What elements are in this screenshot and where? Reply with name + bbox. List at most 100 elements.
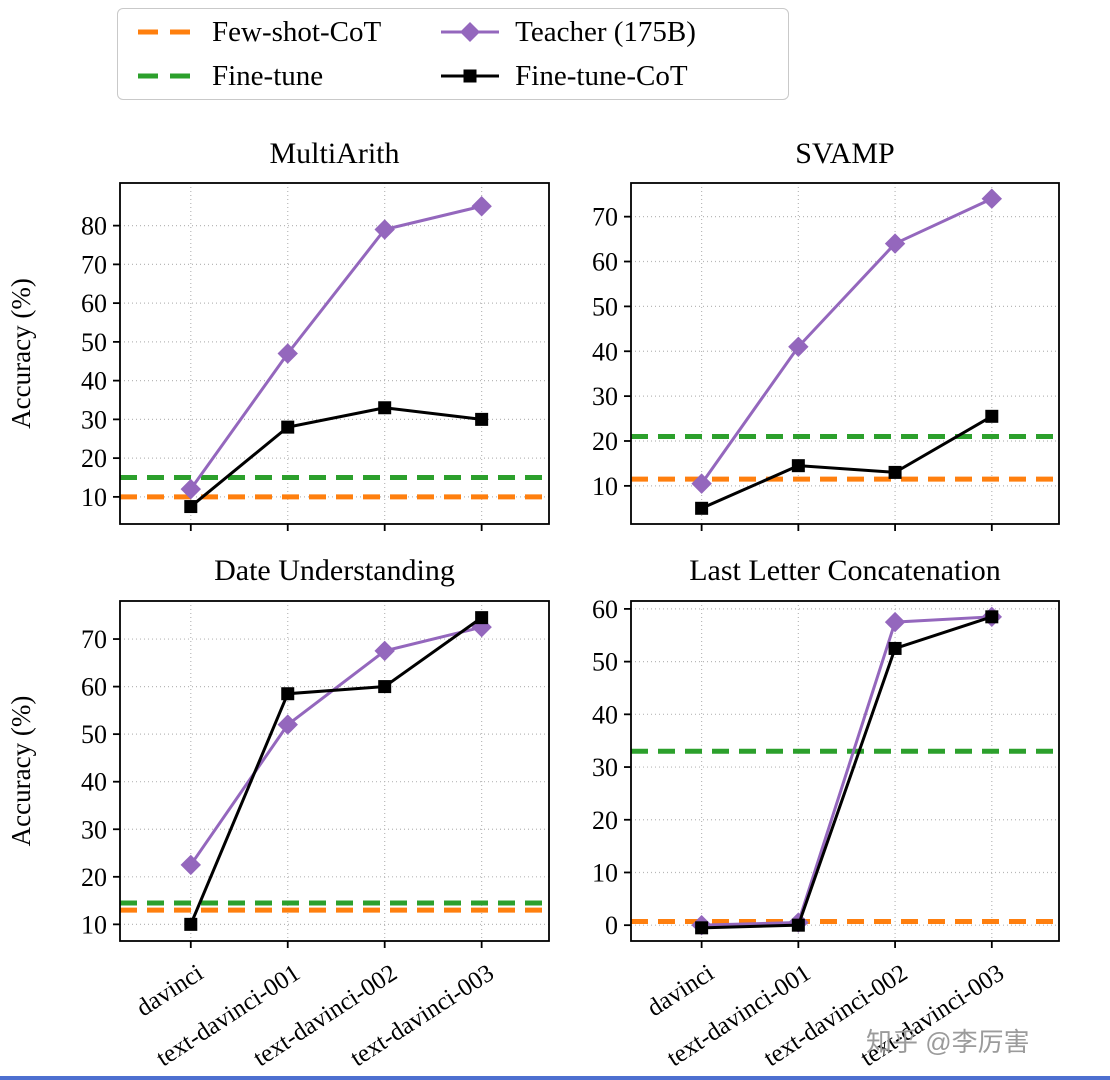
legend-item-teacher: Teacher (175B): [439, 12, 696, 52]
svg-text:60: 60: [592, 248, 618, 277]
square-marker: [184, 500, 198, 514]
axes-frame: [113, 600, 550, 948]
axes-frame: [624, 600, 1060, 948]
legend-label-fine-tune-cot: Fine-tune-CoT: [515, 59, 688, 92]
square-marker: [475, 611, 489, 625]
svg-text:40: 40: [81, 367, 107, 396]
svg-text:40: 40: [592, 700, 618, 729]
series-fine-tune-cot: [184, 401, 489, 514]
series-fine-tune-cot: [695, 610, 999, 935]
reference-lines: [120, 900, 549, 913]
series-teacher-175b-: [691, 188, 1003, 494]
axes-frame: [624, 182, 1060, 531]
diamond-marker-swatch: [441, 22, 500, 42]
y-tick-labels: 10 20 30 40 50 60 70: [81, 625, 107, 939]
svg-text:30: 30: [81, 815, 107, 844]
svg-text:20: 20: [592, 806, 618, 835]
svg-text:30: 30: [592, 382, 618, 411]
legend-item-fine-tune: Fine-tune: [136, 56, 381, 96]
diamond-marker: [180, 478, 201, 500]
axes-frame: [113, 182, 550, 531]
reference-lines: [120, 475, 549, 500]
series-teacher-175b-: [691, 606, 1003, 936]
diamond-marker: [884, 611, 906, 633]
svg-text:30: 30: [592, 753, 618, 782]
bottom-accent-bar: [0, 1076, 1110, 1080]
y-tick-labels: 10 20 30 40 50 60 70: [592, 203, 618, 501]
series-teacher-175b-: [180, 196, 492, 500]
gridlines: [120, 601, 549, 941]
legend-item-few-shot-cot: Few-shot-CoT: [136, 12, 381, 52]
svg-text:80: 80: [81, 212, 107, 241]
square-marker: [791, 459, 805, 473]
square-marker: [281, 687, 295, 701]
square-marker: [695, 501, 709, 515]
chart-title-date-understanding: Date Understanding: [214, 554, 455, 587]
y-axis-label: Accuracy (%): [6, 696, 36, 847]
svg-text:50: 50: [592, 648, 618, 677]
chart-title-multiarith: MultiArith: [269, 137, 400, 170]
svg-text:50: 50: [81, 720, 107, 749]
multiarith-plot: 10 20 30 40 50 60 70 80 Accuracy (%): [6, 182, 550, 531]
diamond-marker: [788, 336, 809, 357]
svg-text:60: 60: [592, 595, 618, 624]
legend-label-teacher: Teacher (175B): [515, 15, 696, 48]
series-fine-tune-cot: [184, 611, 489, 931]
square-marker: [378, 401, 392, 415]
diamond-marker: [277, 714, 298, 735]
svamp-plot: 10 20 30 40 50 60 70: [592, 182, 1060, 531]
reference-lines: [631, 748, 1059, 924]
svg-text:70: 70: [81, 625, 107, 654]
square-marker: [695, 921, 709, 935]
svg-text:10: 10: [81, 910, 107, 939]
watermark: 知乎 @李厉害: [866, 1027, 1030, 1057]
square-marker-swatch: [441, 69, 500, 83]
diamond-marker: [884, 233, 906, 254]
svg-text:davinci: davinci: [132, 959, 208, 1022]
dashed-line-swatch-orange: [138, 29, 196, 35]
y-tick-labels: 0 10 20 30 40 50 60: [592, 595, 618, 940]
last-letter-concatenation-plot: 0102030405060davincitext-davinci-001text…: [592, 595, 1060, 1072]
svg-text:davinci: davinci: [642, 959, 718, 1022]
diamond-marker: [180, 854, 201, 876]
legend: Few-shot-CoT Fine-tune Teacher (175B): [117, 8, 789, 100]
legend-label-few-shot-cot: Few-shot-CoT: [212, 15, 382, 48]
svg-text:50: 50: [81, 328, 107, 357]
svg-text:10: 10: [81, 483, 107, 512]
square-marker: [985, 610, 999, 624]
svg-text:10: 10: [592, 472, 618, 501]
svg-text:20: 20: [592, 427, 618, 456]
gridlines: [631, 601, 1059, 941]
svg-text:0: 0: [605, 911, 618, 940]
diamond-marker: [277, 343, 298, 364]
svg-text:30: 30: [81, 405, 107, 434]
x-tick-labels: davincitext-davinci-001text-davinci-002t…: [132, 959, 499, 1072]
square-marker: [791, 918, 805, 932]
square-marker: [888, 641, 902, 655]
svg-text:40: 40: [81, 768, 107, 797]
gridlines: [120, 183, 549, 524]
svg-text:60: 60: [81, 289, 107, 318]
diamond-marker: [691, 473, 712, 494]
square-marker: [888, 465, 902, 479]
series-fine-tune-cot: [695, 409, 999, 515]
svg-text:10: 10: [592, 858, 618, 887]
svg-text:20: 20: [81, 863, 107, 892]
svg-text:70: 70: [81, 250, 107, 279]
legend-label-fine-tune: Fine-tune: [212, 59, 324, 92]
legend-item-fine-tune-cot: Fine-tune-CoT: [439, 56, 696, 96]
svg-text:60: 60: [81, 673, 107, 702]
date-understanding-plot: 10 20 30 40 50 60 70 davincitext-davinci-001tex…: [6, 600, 550, 1072]
svg-text:70: 70: [592, 203, 618, 232]
square-marker: [184, 917, 198, 931]
square-marker: [378, 680, 392, 694]
chart-title-svamp: SVAMP: [795, 137, 895, 170]
square-marker: [985, 409, 999, 423]
gridlines: [631, 183, 1059, 524]
square-marker: [475, 412, 489, 426]
svg-text:20: 20: [81, 444, 107, 473]
dashed-line-swatch-green: [138, 73, 196, 79]
reference-lines: [631, 434, 1059, 482]
square-marker: [281, 420, 295, 434]
